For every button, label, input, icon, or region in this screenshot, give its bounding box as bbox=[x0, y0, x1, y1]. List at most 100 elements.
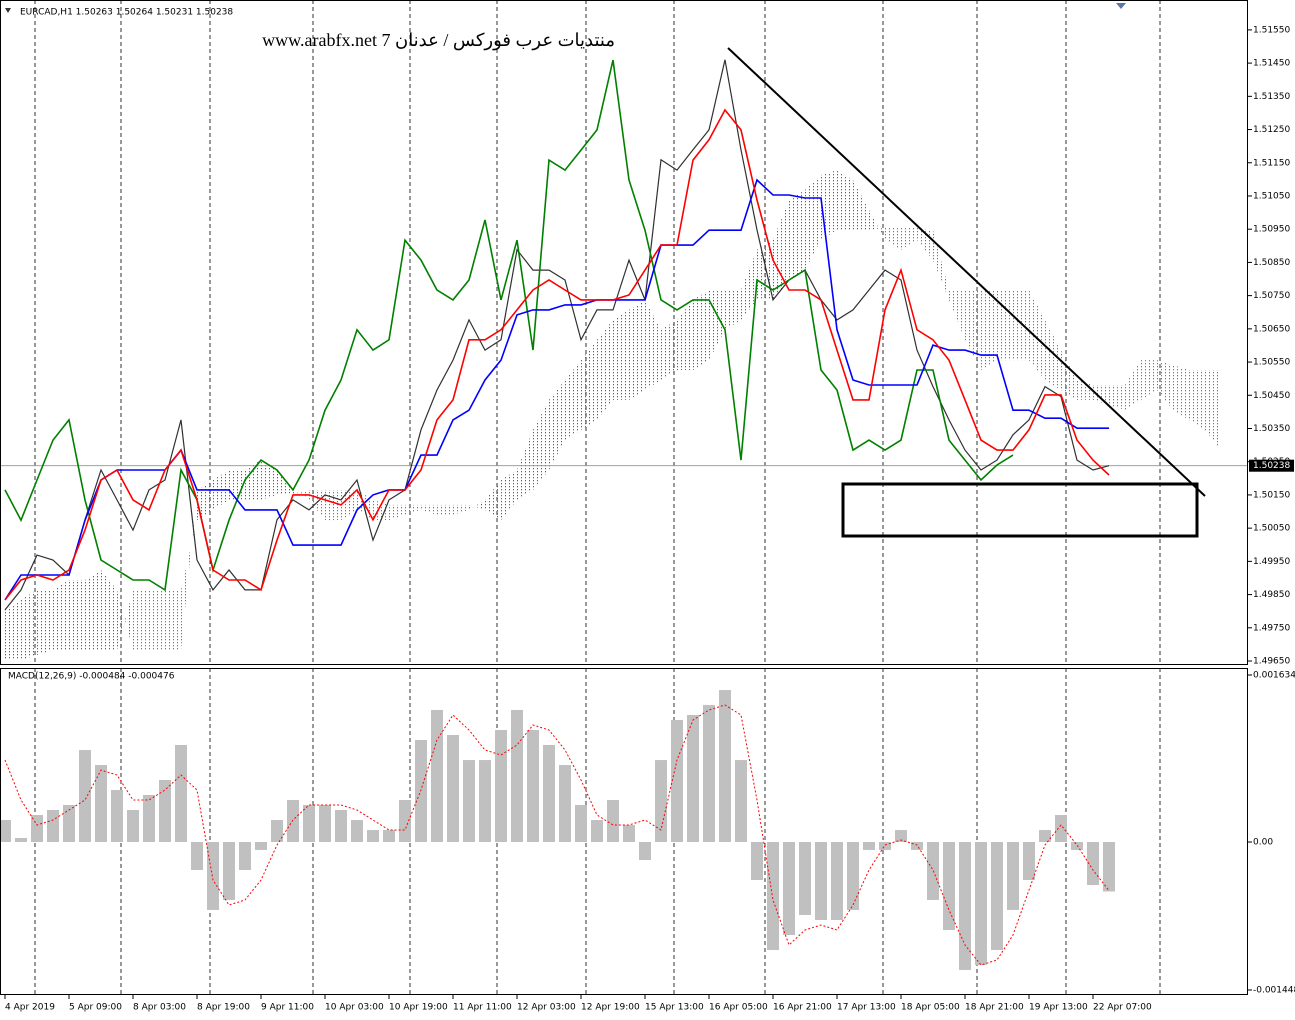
x-tick-label: 19 Apr 13:00 bbox=[1029, 1003, 1088, 1013]
y-tick-label: 1.50550 bbox=[1253, 358, 1290, 368]
y-tick-label: 1.49950 bbox=[1253, 557, 1290, 567]
cloud-segment bbox=[229, 470, 245, 500]
macd-bar bbox=[255, 842, 267, 850]
x-tick-label: 5 Apr 09:00 bbox=[69, 1003, 122, 1013]
price-line bbox=[4, 59, 1110, 611]
macd-bar bbox=[303, 805, 315, 843]
macd-bar bbox=[895, 830, 907, 843]
x-tick-label: 11 Apr 11:00 bbox=[453, 1003, 512, 1013]
macd-bar bbox=[831, 842, 843, 920]
cloud-segment bbox=[565, 360, 581, 441]
cloud-segment bbox=[69, 579, 85, 651]
cloud-segment bbox=[453, 504, 469, 515]
cloud-segment bbox=[997, 289, 1013, 361]
cloud-segment bbox=[1141, 360, 1157, 400]
macd-bar bbox=[943, 842, 955, 930]
macd-bar bbox=[191, 842, 203, 871]
x-tick-label: 17 Apr 13:00 bbox=[837, 1003, 896, 1013]
cloud-segment bbox=[1157, 360, 1173, 410]
x-tick-label: 9 Apr 11:00 bbox=[261, 1003, 314, 1013]
cloud-segment bbox=[981, 289, 997, 371]
trend-line bbox=[727, 47, 1206, 497]
macd-bar bbox=[1103, 842, 1115, 892]
x-tick-label: 18 Apr 05:00 bbox=[901, 1003, 960, 1013]
macd-bar bbox=[799, 842, 811, 915]
y-tick-label: 1.50450 bbox=[1253, 391, 1290, 401]
support-box bbox=[841, 482, 1199, 538]
cloud-segment bbox=[933, 229, 949, 300]
macd-bar bbox=[223, 842, 235, 900]
cloud-segment bbox=[85, 570, 101, 651]
macd-bar bbox=[63, 805, 75, 843]
macd-bar bbox=[239, 842, 251, 871]
macd-bar bbox=[543, 745, 555, 843]
cloud-segment bbox=[965, 289, 981, 371]
y-tick-label: 1.51350 bbox=[1253, 92, 1290, 102]
indicator-line bbox=[4, 178, 1109, 601]
macd-bar bbox=[399, 799, 411, 843]
macd-bar bbox=[319, 805, 331, 843]
cloud-segment bbox=[53, 579, 69, 651]
cloud-segment bbox=[1205, 370, 1221, 451]
macd-bar bbox=[1039, 830, 1051, 843]
macd-bar bbox=[1023, 842, 1035, 881]
macd-bar bbox=[671, 719, 683, 843]
cloud-segment bbox=[789, 190, 805, 281]
cloud-segment bbox=[693, 289, 709, 371]
macd-bar bbox=[0, 820, 11, 843]
cloud-segment bbox=[101, 570, 117, 651]
macd-bar bbox=[1007, 842, 1019, 910]
y-tick-label: 1.50950 bbox=[1253, 225, 1290, 235]
cloud-segment bbox=[1093, 384, 1109, 405]
cloud-segment bbox=[341, 489, 357, 521]
cloud-segment bbox=[1061, 350, 1077, 400]
current-price-label: 1.50238 bbox=[1253, 461, 1290, 471]
y-tick-label: 1.50650 bbox=[1253, 324, 1290, 334]
cloud-segment bbox=[677, 299, 693, 371]
macd-bar bbox=[207, 842, 219, 910]
cloud-segment bbox=[1013, 289, 1029, 361]
x-tick-label: 16 Apr 05:00 bbox=[709, 1003, 768, 1013]
y-tick-label: 1.50850 bbox=[1253, 258, 1290, 268]
macd-bar bbox=[959, 842, 971, 970]
macd-bar bbox=[127, 810, 139, 843]
cloud-segment bbox=[5, 599, 21, 661]
cloud-segment bbox=[309, 489, 325, 521]
macd-bar bbox=[1087, 842, 1099, 886]
cloud-segment bbox=[517, 429, 533, 500]
macd-bar bbox=[1055, 815, 1067, 843]
cloud-segment bbox=[1189, 370, 1205, 430]
macd-bar bbox=[95, 765, 107, 843]
watermark: منتديات عرب فوركس / عدنان 7 www.arabfx.n… bbox=[262, 30, 615, 51]
collapse-icon[interactable] bbox=[5, 8, 11, 13]
macd-bar bbox=[703, 705, 715, 843]
shift-marker[interactable] bbox=[1116, 3, 1126, 9]
cloud-segment bbox=[1173, 365, 1189, 420]
macd-bar bbox=[735, 760, 747, 843]
x-tick-label: 12 Apr 19:00 bbox=[581, 1003, 640, 1013]
cloud-segment bbox=[853, 180, 869, 230]
macd-bar bbox=[1071, 842, 1083, 850]
y-tick-label: 1.50150 bbox=[1253, 490, 1290, 500]
macd-bar bbox=[367, 830, 379, 843]
cloud-segment bbox=[1125, 360, 1141, 410]
macd-bar bbox=[447, 734, 459, 843]
macd-bar bbox=[31, 815, 43, 843]
x-tick-label: 12 Apr 03:00 bbox=[517, 1003, 576, 1013]
macd-bar bbox=[767, 842, 779, 951]
y-tick-label: 1.49750 bbox=[1253, 623, 1290, 633]
y-tick-label: 1.51150 bbox=[1253, 158, 1290, 168]
y-tick-label: 1.50350 bbox=[1253, 424, 1290, 434]
macd-bar bbox=[591, 820, 603, 843]
x-tick-label: 8 Apr 19:00 bbox=[197, 1003, 250, 1013]
y-tick-label: 1.50750 bbox=[1253, 291, 1290, 301]
cloud-segment bbox=[741, 249, 757, 320]
y-tick-label: 1.51450 bbox=[1253, 59, 1290, 69]
ichimoku-cloud bbox=[5, 170, 1221, 661]
macd-bar bbox=[815, 842, 827, 920]
macd-bar bbox=[111, 789, 123, 843]
cloud-segment bbox=[37, 589, 53, 656]
x-tick-label: 10 Apr 03:00 bbox=[325, 1003, 384, 1013]
cloud-segment bbox=[661, 319, 677, 380]
y-tick-label: 1.50050 bbox=[1253, 524, 1290, 534]
